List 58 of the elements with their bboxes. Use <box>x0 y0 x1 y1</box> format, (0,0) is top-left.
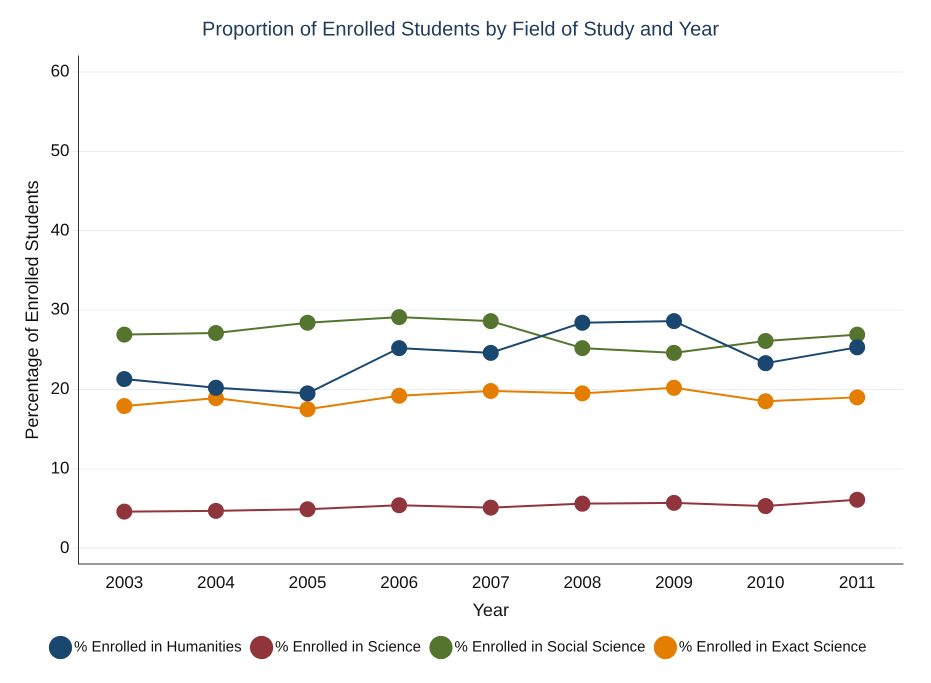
point <box>482 344 499 361</box>
y-tick-label: 30 <box>50 300 70 319</box>
point <box>208 380 224 396</box>
point <box>300 314 316 331</box>
point <box>116 398 132 414</box>
y-tick-label: 40 <box>50 220 70 240</box>
point <box>849 339 866 356</box>
point <box>758 498 774 514</box>
point <box>666 494 682 511</box>
point <box>849 326 866 343</box>
point <box>574 496 590 512</box>
x-tick-label: 2010 <box>746 572 784 592</box>
point <box>574 314 590 331</box>
point <box>300 401 316 418</box>
point <box>391 309 408 326</box>
chart-title: Proportion of Enrolled Students by Field of Study and Year <box>202 18 720 41</box>
point <box>300 501 316 518</box>
point <box>849 492 866 508</box>
point <box>666 380 682 396</box>
point <box>391 497 408 514</box>
point <box>758 332 774 349</box>
point <box>391 340 408 356</box>
x-tick-label: 2006 <box>380 572 418 592</box>
point <box>391 388 408 404</box>
legend-label: % Enrolled in Exact Science <box>678 638 867 656</box>
legend-label: % Enrolled in Humanities <box>74 638 242 656</box>
point <box>116 504 132 520</box>
point <box>116 371 132 388</box>
point <box>758 393 774 410</box>
point <box>482 382 499 399</box>
y-tick-label: 20 <box>50 379 70 398</box>
point <box>208 502 224 519</box>
y-tick-label: 50 <box>50 140 70 160</box>
legend-label: % Enrolled in Science <box>275 638 421 656</box>
x-tick-label: 2005 <box>288 572 326 592</box>
x-tick-label: 2003 <box>105 572 144 592</box>
point <box>300 385 316 402</box>
x-tick-label: 2011 <box>838 572 876 592</box>
y-tick-label: 10 <box>50 458 70 478</box>
point <box>666 313 682 330</box>
legend-label: % Enrolled in Social Science <box>454 638 646 656</box>
x-tick-label: 2004 <box>197 572 235 592</box>
x-tick-label: 2007 <box>472 572 510 592</box>
point <box>482 313 499 330</box>
point <box>574 340 590 356</box>
x-tick-label: 2009 <box>655 572 693 592</box>
point <box>758 355 774 372</box>
point <box>482 500 499 516</box>
x-axis-title: Year <box>472 600 509 620</box>
point <box>849 389 866 406</box>
point <box>208 325 224 342</box>
point <box>574 385 590 402</box>
y-tick-label: 60 <box>50 62 70 81</box>
point <box>666 344 682 361</box>
y-tick-label: 0 <box>60 538 70 557</box>
y-axis-title: Percentage of Enrolled Students <box>22 180 42 440</box>
x-tick-label: 2008 <box>563 572 602 592</box>
point <box>116 326 132 343</box>
